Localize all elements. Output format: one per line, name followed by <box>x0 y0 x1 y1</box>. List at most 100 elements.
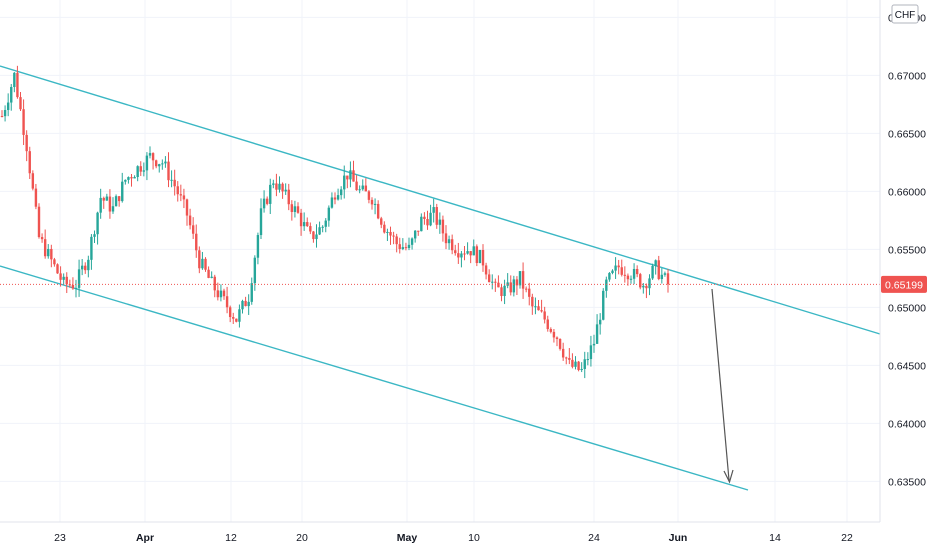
candle-body <box>306 222 309 227</box>
candle-body <box>392 235 395 237</box>
candle-body <box>623 274 627 276</box>
candle-body <box>99 197 102 213</box>
candle-body <box>265 198 269 204</box>
candle-body <box>639 274 642 288</box>
candle-body <box>457 253 460 258</box>
candle-body <box>598 319 602 325</box>
candle-body <box>204 258 207 270</box>
candle-body <box>343 175 346 190</box>
candle-body <box>117 196 121 202</box>
candle-body <box>454 250 457 254</box>
candle-body <box>632 268 636 279</box>
candle-series <box>0 65 670 379</box>
candle-body <box>28 151 31 174</box>
candle-body <box>0 116 4 117</box>
time-label: 10 <box>468 532 480 544</box>
candle-body <box>139 166 142 172</box>
time-label: 23 <box>54 532 66 544</box>
candle-body <box>571 359 574 367</box>
candle-body <box>269 184 272 204</box>
candle-body <box>605 279 608 291</box>
price-tick-label: 0.64000 <box>888 418 926 430</box>
candle-body <box>247 301 250 307</box>
candle-body <box>59 273 62 280</box>
candle-body <box>195 233 198 251</box>
candle-body <box>111 206 115 212</box>
price-axis[interactable] <box>880 0 932 550</box>
candle-body <box>201 258 204 269</box>
price-tick-label: 0.67000 <box>888 70 926 82</box>
candle-body <box>127 177 130 180</box>
candle-body <box>481 250 485 266</box>
candle-body <box>528 288 531 297</box>
currency-label: CHF <box>895 10 916 21</box>
candle-body <box>438 219 442 225</box>
candle-body <box>170 179 173 181</box>
candle-body <box>503 285 506 297</box>
candle-body <box>549 329 553 332</box>
price-tick-label: 0.65500 <box>888 244 926 256</box>
candle-body <box>62 276 65 280</box>
candle-body <box>105 196 109 201</box>
time-label: 14 <box>769 532 781 544</box>
candle-body <box>484 265 488 275</box>
candle-body <box>182 195 186 200</box>
current-price-tag: 0.65199 <box>881 275 927 293</box>
candle-body <box>142 170 146 172</box>
candle-body <box>380 218 383 225</box>
candle-body <box>213 276 216 291</box>
candle-body <box>299 212 303 227</box>
candle-body <box>586 359 590 361</box>
candle-body <box>583 359 586 369</box>
candle-body <box>158 164 161 167</box>
candle-body <box>256 235 260 258</box>
channel-upper-line <box>0 65 881 335</box>
time-axis-labels: 23 Apr 12 20 May 10 24 Jun 14 22 <box>54 532 853 544</box>
candle-body <box>241 300 244 310</box>
candle-body <box>315 234 318 240</box>
time-label: Jun <box>669 532 688 544</box>
candle-body <box>441 219 445 234</box>
candle-body <box>77 269 81 288</box>
candle-body <box>518 271 522 286</box>
projection-arrow-head <box>723 469 734 484</box>
candle-body <box>121 181 124 202</box>
candle-body <box>50 248 53 260</box>
candle-body <box>472 246 475 256</box>
candle-body <box>494 281 497 283</box>
candle-body <box>228 307 232 318</box>
candle-body <box>293 206 297 213</box>
candle-body <box>31 173 35 189</box>
candle-body <box>540 310 543 312</box>
candle-body <box>25 134 28 152</box>
candle-body <box>497 282 500 288</box>
candle-body <box>429 212 432 226</box>
candle-body <box>410 238 414 245</box>
candle-body <box>614 265 617 271</box>
time-axis[interactable] <box>0 522 880 550</box>
candle-body <box>447 239 451 244</box>
candle-body <box>568 357 571 360</box>
candle-body <box>509 282 512 293</box>
candle-body <box>444 233 448 244</box>
currency-badge[interactable]: CHF <box>891 4 919 24</box>
candle-body <box>80 265 84 270</box>
candle-body <box>219 290 223 298</box>
candle-body <box>284 189 287 192</box>
candle-body <box>167 161 170 181</box>
candle-body <box>93 234 96 237</box>
candle-body <box>487 274 491 283</box>
candle-body <box>216 290 220 298</box>
candle-body <box>521 271 525 289</box>
candle-body <box>10 86 13 103</box>
candle-body <box>642 285 645 288</box>
candle-body <box>552 331 556 338</box>
candle-body <box>589 345 593 360</box>
candle-body <box>666 273 670 285</box>
time-label: 22 <box>841 532 853 544</box>
candle-body <box>191 225 195 234</box>
price-tick-label: 0.66500 <box>888 128 926 140</box>
candle-body <box>318 227 321 235</box>
time-label: 12 <box>225 532 237 544</box>
